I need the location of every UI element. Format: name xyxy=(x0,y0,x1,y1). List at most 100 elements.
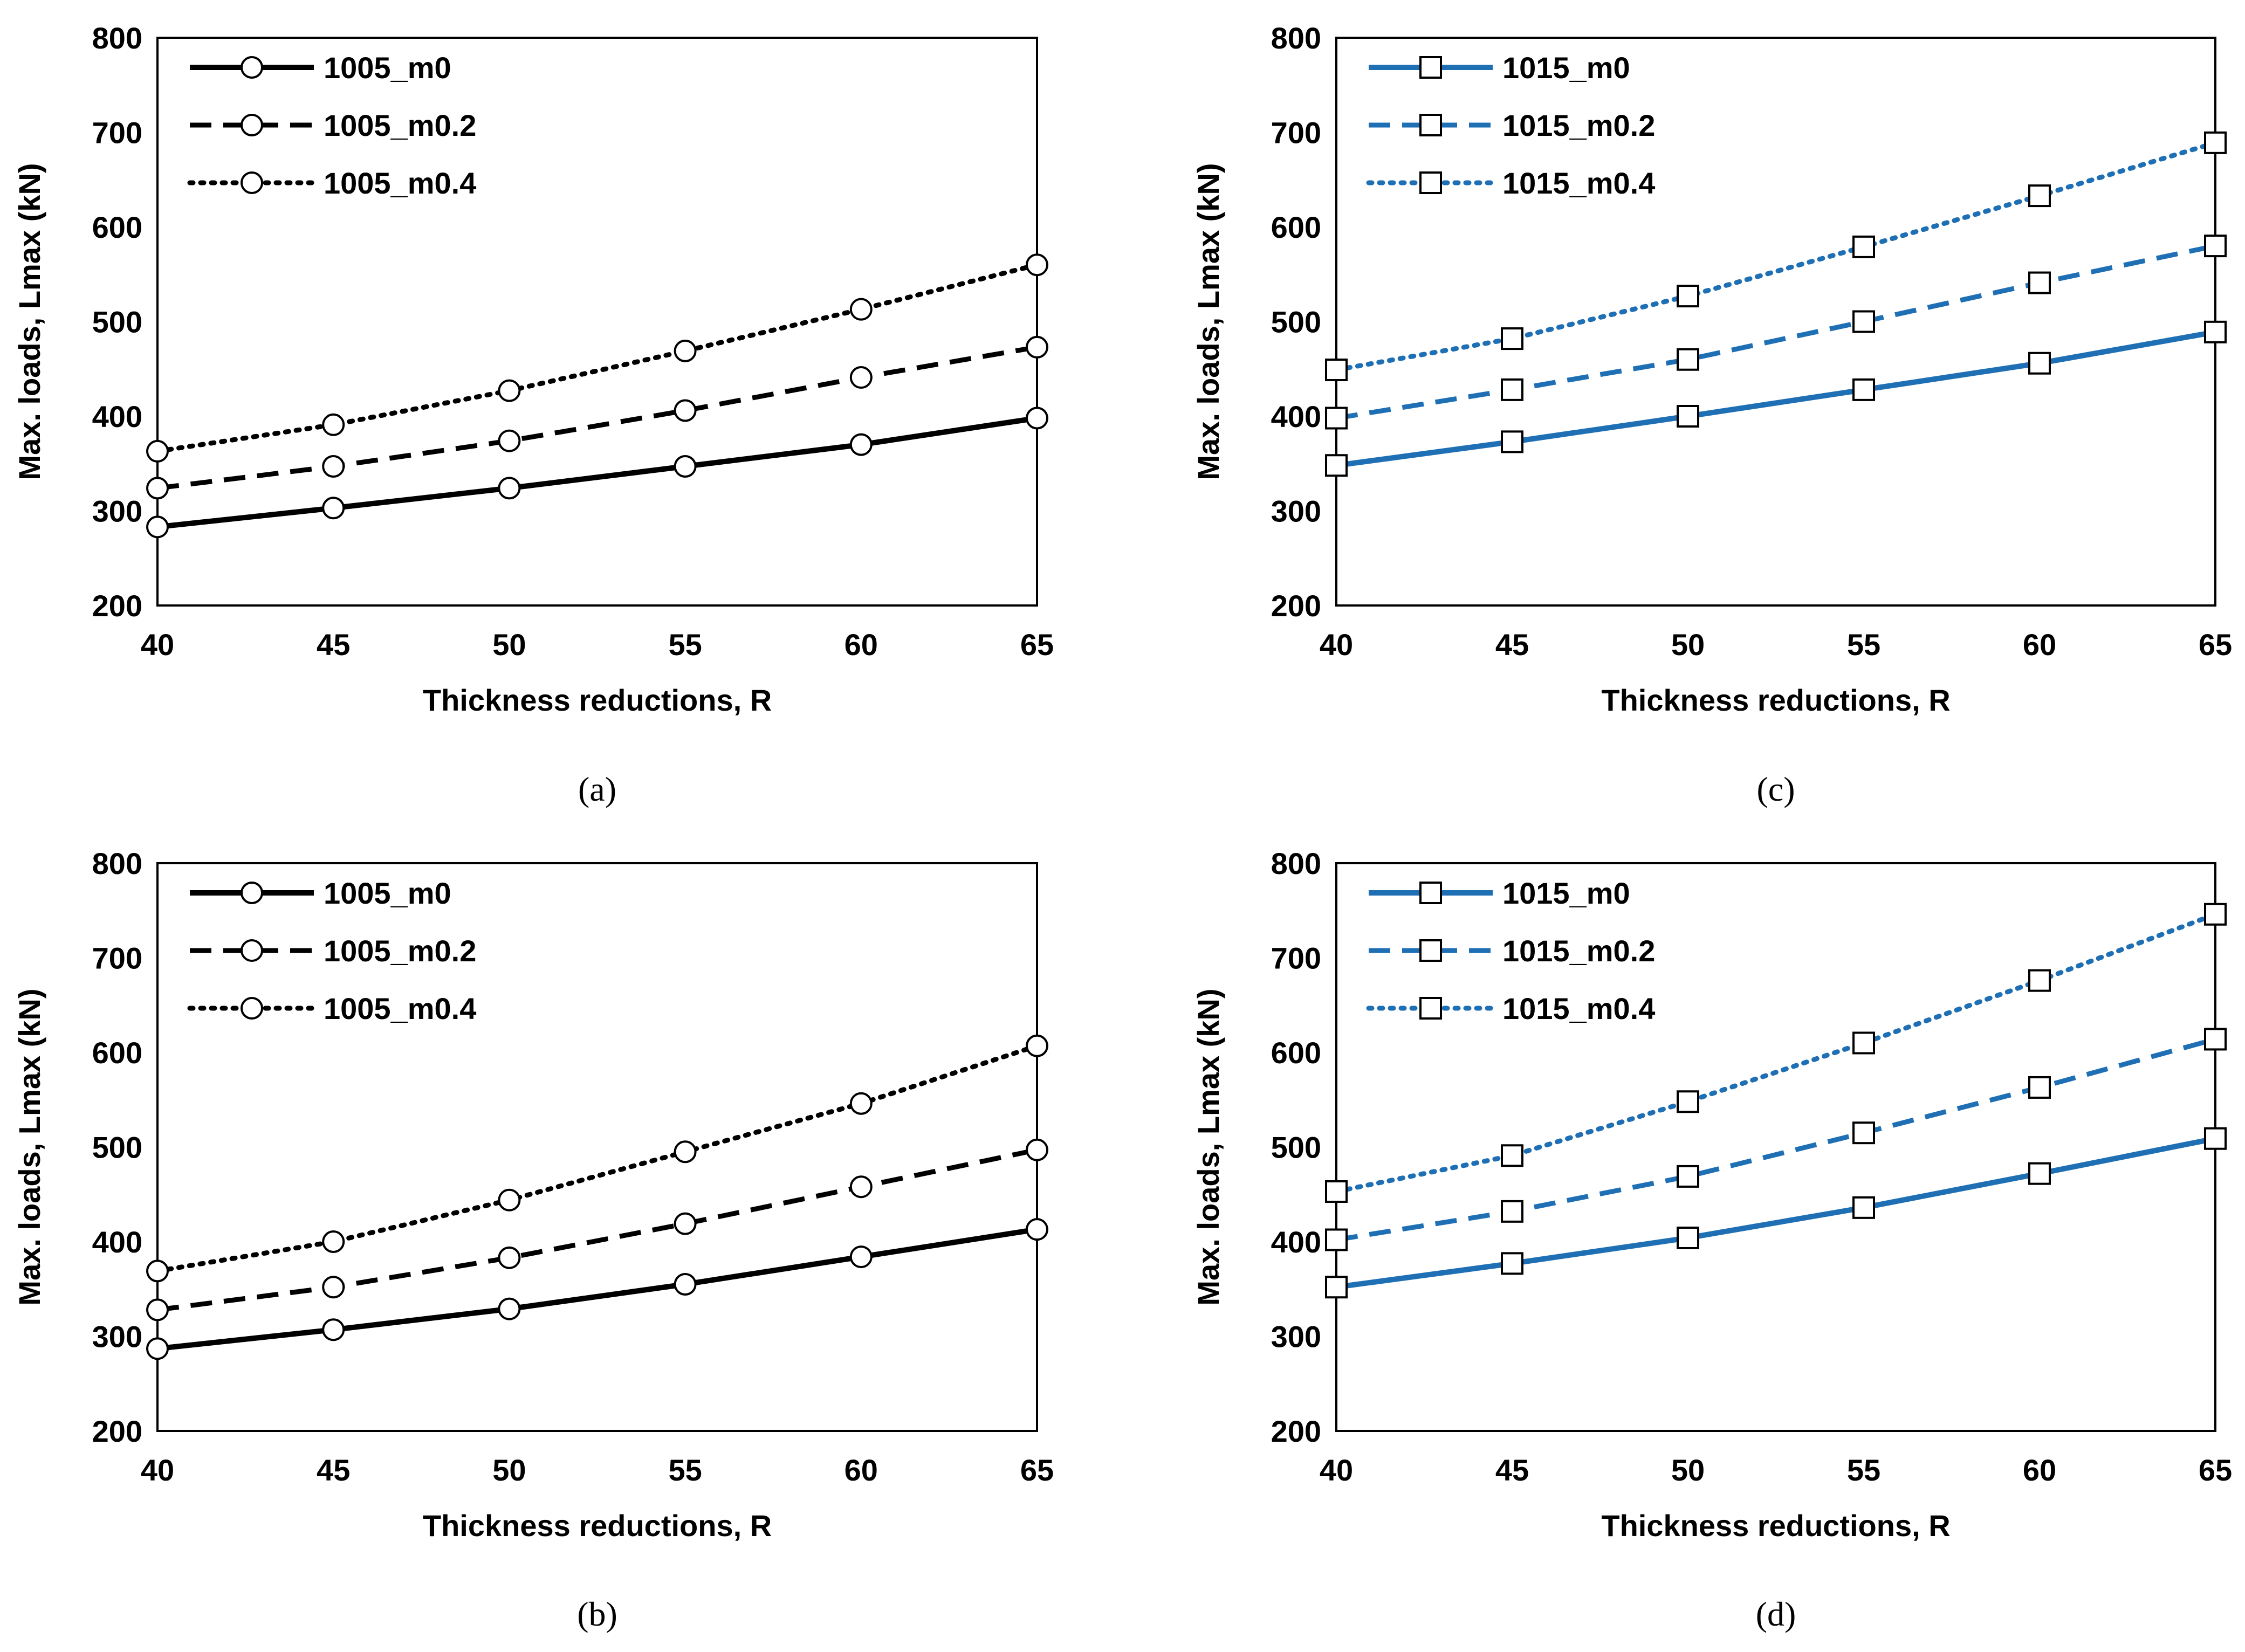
data-point xyxy=(1026,253,1048,277)
data-point xyxy=(146,477,169,500)
data-point xyxy=(1325,1276,1348,1299)
y-tick-label: 500 xyxy=(1271,305,1321,339)
series-1005_m0.2 xyxy=(146,1138,1048,1321)
data-point xyxy=(1852,1121,1875,1145)
x-tick-label: 50 xyxy=(492,1453,526,1487)
y-axis-title: Max. loads, Lmax (kN) xyxy=(1191,988,1225,1305)
y-tick-label: 300 xyxy=(92,1320,142,1354)
data-point xyxy=(1852,310,1875,333)
data-point xyxy=(1026,407,1048,430)
data-point xyxy=(674,1140,697,1164)
legend-label: 1005_m0.2 xyxy=(324,934,476,968)
data-point xyxy=(322,497,345,520)
data-point xyxy=(322,1230,345,1253)
y-tick-label: 600 xyxy=(1271,210,1321,244)
plot-area-frame xyxy=(1335,862,2216,1432)
data-point xyxy=(2028,352,2051,375)
y-tick-label: 700 xyxy=(92,941,142,975)
y-tick-label: 300 xyxy=(1271,1320,1321,1354)
legend-label: 1015_m0.2 xyxy=(1502,934,1655,968)
data-point xyxy=(849,1092,873,1115)
y-tick-label: 400 xyxy=(1271,400,1321,433)
data-point xyxy=(849,1175,873,1199)
chart-panel-c: 800 700 600 500 400 300 200 40 45 50 55 60 65 Thickne… xyxy=(1191,21,2232,808)
series-1015_m0.2 xyxy=(1325,1028,2227,1251)
data-point xyxy=(849,1245,873,1269)
legend-marker xyxy=(241,114,263,136)
data-point xyxy=(674,1272,697,1296)
series-line xyxy=(155,262,1040,454)
panel-label: (a) xyxy=(578,770,616,808)
legend-label: 1015_m0.4 xyxy=(1502,992,1655,1025)
data-point xyxy=(146,1259,169,1283)
legend-marker xyxy=(1419,171,1442,194)
series-1005_m0 xyxy=(146,1218,1048,1360)
data-point xyxy=(1501,1200,1523,1223)
legend-label: 1015_m0 xyxy=(1502,876,1630,910)
legend-marker xyxy=(1419,56,1442,79)
data-point xyxy=(322,455,345,478)
x-axis-title: Thickness reductions, R xyxy=(423,683,772,717)
data-point xyxy=(2028,1076,2051,1099)
y-tick-label: 800 xyxy=(1271,21,1321,55)
y-tick-label: 300 xyxy=(92,494,142,528)
legend: 1015_m0 1015_m0.2 1015_m0.4 xyxy=(1366,51,1655,200)
x-tick-label: 55 xyxy=(1847,1453,1880,1487)
x-tick-label: 40 xyxy=(141,1453,174,1487)
x-tick-label: 50 xyxy=(1671,628,1705,662)
x-tick-label: 65 xyxy=(1020,1453,1054,1487)
data-point xyxy=(146,1337,169,1360)
legend-marker xyxy=(241,939,263,962)
y-axis-title: Max. loads, Lmax (kN) xyxy=(1191,163,1225,480)
legend-marker xyxy=(1419,939,1442,962)
y-tick-label: 300 xyxy=(1271,494,1321,528)
chart-panel-a: 800 700 600 500 400 300 200 40 45 50 55 60 65 Thickne… xyxy=(12,21,1054,808)
y-tick-label: 500 xyxy=(1271,1131,1321,1165)
data-point xyxy=(1501,378,1523,401)
data-point xyxy=(1325,407,1348,430)
legend-label: 1015_m0.2 xyxy=(1502,108,1655,142)
legend-label: 1015_m0 xyxy=(1502,51,1630,85)
y-tick-label: 700 xyxy=(92,116,142,150)
series-line xyxy=(1334,912,2218,1194)
x-tick-label: 45 xyxy=(317,1453,350,1487)
legend-marker xyxy=(1419,997,1442,1020)
y-tick-label: 800 xyxy=(92,21,142,55)
x-tick-label: 50 xyxy=(1671,1453,1705,1487)
data-point xyxy=(2204,1127,2227,1150)
x-tick-label: 60 xyxy=(845,1453,878,1487)
x-axis-title: Thickness reductions, R xyxy=(1601,683,1950,717)
x-tick-label: 60 xyxy=(2023,628,2056,662)
y-tick-label: 200 xyxy=(1271,1414,1321,1448)
data-point xyxy=(1325,359,1348,382)
series-line xyxy=(1334,140,2218,373)
data-point xyxy=(1501,1252,1523,1275)
series-1005_m0 xyxy=(146,407,1048,539)
x-tick-label: 50 xyxy=(492,628,526,662)
legend-marker xyxy=(241,997,263,1020)
y-axis-title: Max. loads, Lmax (kN) xyxy=(12,163,46,480)
y-tick-label: 600 xyxy=(92,210,142,244)
legend-marker xyxy=(1419,882,1442,904)
data-point xyxy=(1852,378,1875,401)
data-point xyxy=(498,477,521,500)
data-point xyxy=(1852,1196,1875,1219)
series-line xyxy=(1336,1037,2216,1242)
data-point xyxy=(2204,903,2227,926)
plot-area-frame xyxy=(156,37,1038,607)
series-line xyxy=(157,1147,1038,1312)
x-tick-label: 40 xyxy=(141,628,174,662)
series-1005_m0.4 xyxy=(146,1034,1048,1283)
data-point xyxy=(1501,430,1523,453)
y-axis-title: Max. loads, Lmax (kN) xyxy=(12,988,46,1305)
y-tick-label: 500 xyxy=(92,1131,142,1165)
y-tick-label: 400 xyxy=(92,400,142,433)
legend: 1005_m0 1005_m0.2 1005_m0.4 xyxy=(187,51,476,200)
x-axis-title: Thickness reductions, R xyxy=(1601,1509,1950,1543)
x-tick-label: 45 xyxy=(317,628,350,662)
chart-panel-b: 800 700 600 500 400 300 200 40 45 50 55 60 65 Thickne… xyxy=(12,846,1054,1633)
data-point xyxy=(1677,1090,1699,1113)
data-point xyxy=(498,1297,521,1320)
data-point xyxy=(146,439,169,463)
series-line xyxy=(1336,243,2216,421)
